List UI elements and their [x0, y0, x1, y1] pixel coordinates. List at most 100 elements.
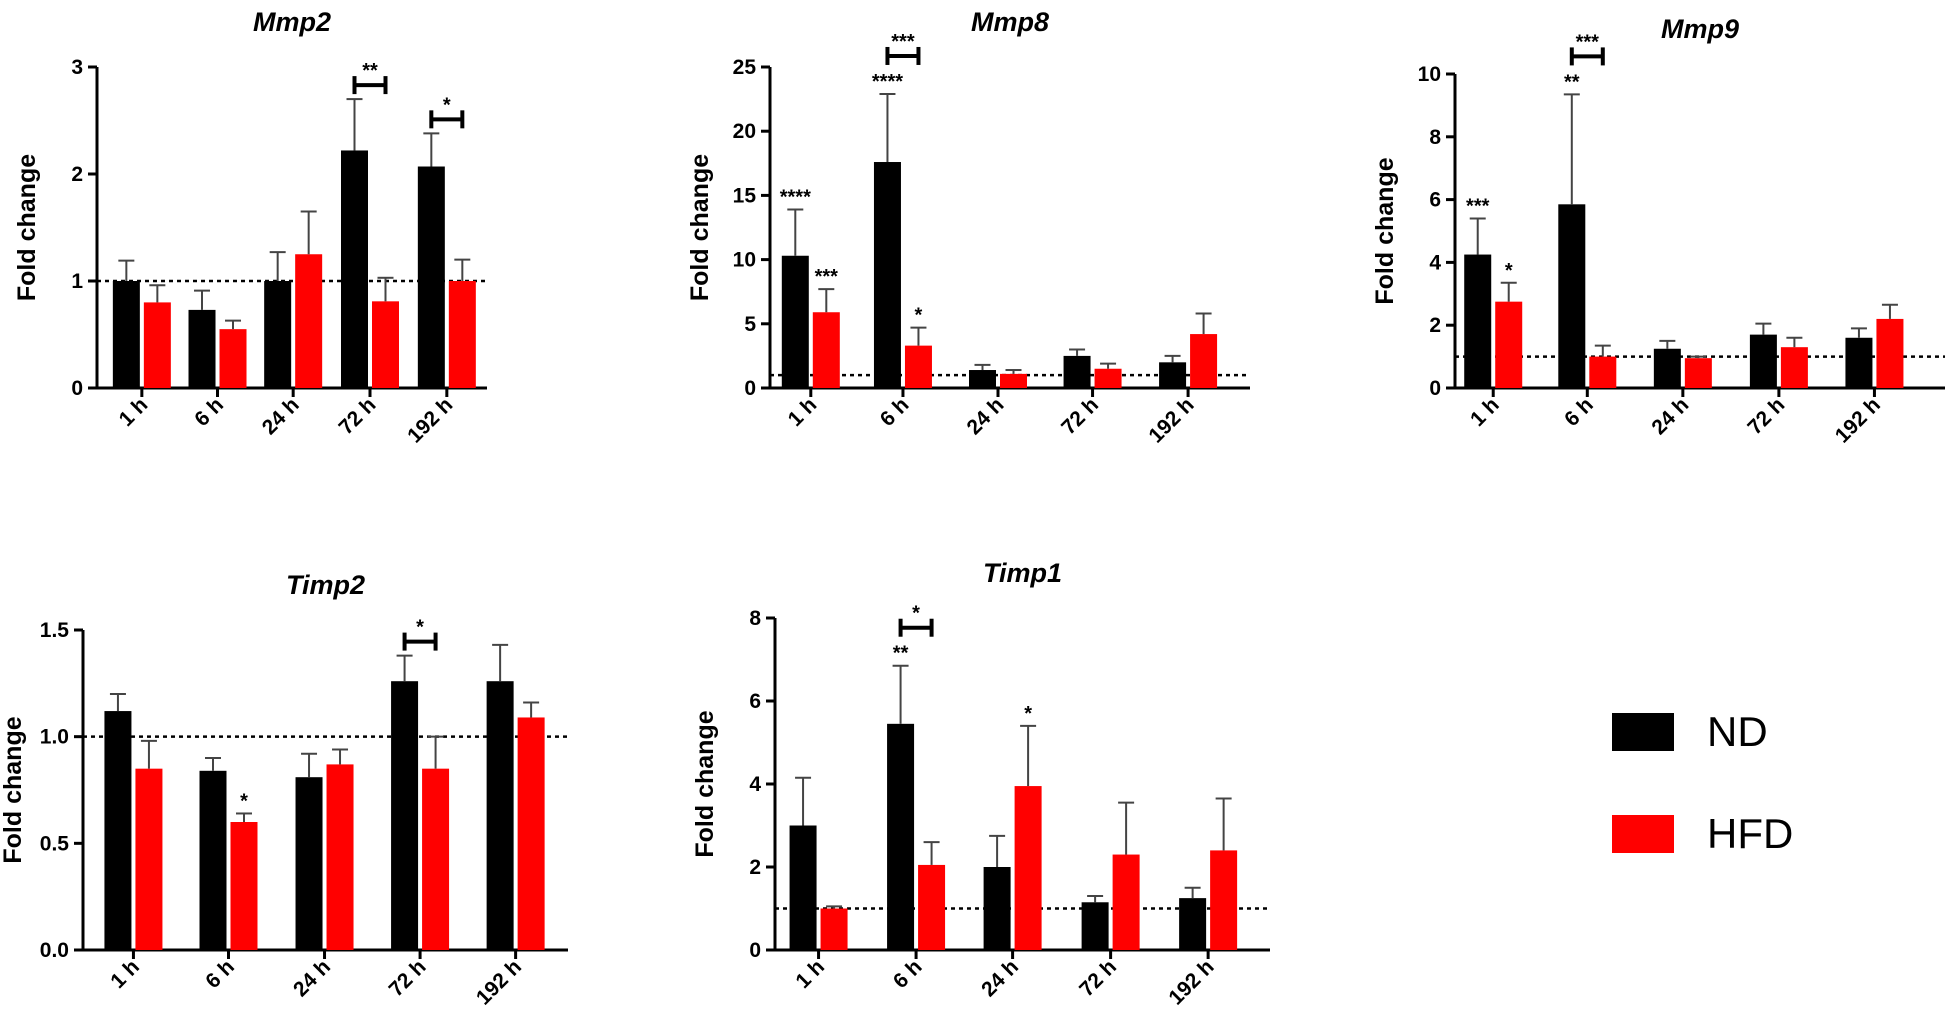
bar-hfd-1h [1495, 301, 1523, 388]
chart-title: Timp2 [286, 570, 365, 600]
y-axis-label: Fold change [686, 154, 714, 301]
y-tick-label: 6 [1429, 189, 1441, 212]
bar-nd-24h [969, 370, 996, 388]
x-tick-label: 24 h [258, 393, 304, 439]
bar-hfd-24h [326, 764, 354, 950]
bracket-label: *** [891, 31, 915, 53]
y-tick-label: 2 [71, 163, 83, 186]
y-tick-label: 20 [733, 120, 756, 143]
bar-hfd-192h [1210, 850, 1238, 950]
x-tick-label: 72 h [1075, 955, 1121, 1001]
x-tick-label: 192 h [472, 955, 526, 1009]
significance-label: ** [1564, 71, 1580, 93]
x-tick-label: 72 h [385, 955, 431, 1001]
x-tick-label: 24 h [963, 393, 1009, 439]
x-tick-label: 24 h [1647, 393, 1693, 439]
chart-title: Mmp2 [253, 7, 331, 37]
y-tick-label: 4 [749, 773, 761, 796]
bar-hfd-24h [1684, 358, 1712, 388]
bar-hfd-72h [1094, 368, 1122, 388]
x-tick-label: 1 h [1466, 393, 1504, 431]
bar-nd-1h [789, 825, 817, 950]
bar-hfd-6h [219, 329, 247, 388]
y-tick-label: 0 [749, 939, 761, 962]
significance-label: *** [1466, 195, 1490, 217]
y-tick-label: 1.0 [40, 726, 69, 749]
y-tick-label: 1.5 [40, 619, 70, 642]
significance-label: ** [893, 643, 909, 665]
y-tick-label: 5 [744, 313, 756, 336]
bar-nd-192h [1845, 337, 1873, 388]
bar-nd-24h [1653, 348, 1681, 388]
y-tick-label: 0 [1429, 377, 1441, 400]
y-tick-label: 8 [1429, 126, 1441, 149]
y-tick-label: 3 [71, 56, 83, 79]
bar-nd-1h [1464, 254, 1492, 388]
significance-label: * [1024, 703, 1032, 725]
bar-nd-72h [391, 681, 419, 950]
bar-nd-72h [1749, 334, 1777, 388]
bar-nd-1h [104, 711, 132, 950]
bar-nd-24h [983, 867, 1011, 950]
legend-swatch-hfd [1612, 815, 1674, 853]
y-tick-label: 10 [1418, 63, 1441, 86]
bar-nd-192h [1159, 362, 1187, 388]
significance-label: **** [780, 187, 811, 209]
y-tick-label: 4 [1429, 251, 1441, 274]
significance-label: * [1505, 260, 1513, 282]
bracket-label: * [443, 94, 451, 116]
x-tick-label: 192 h [1831, 393, 1885, 447]
bracket-label: * [416, 617, 424, 639]
y-axis-label: Fold change [0, 716, 27, 863]
bar-nd-6h [199, 770, 227, 950]
x-tick-label: 24 h [977, 955, 1023, 1001]
y-tick-label: 6 [749, 690, 761, 713]
x-tick-label: 72 h [1743, 393, 1789, 439]
chart-title: Timp1 [983, 558, 1062, 588]
y-tick-label: 0 [71, 377, 83, 400]
bar-hfd-1h [143, 302, 171, 388]
legend-label-nd: ND [1707, 708, 1768, 755]
y-axis-label: Fold change [1371, 157, 1399, 304]
x-tick-label: 6 h [889, 955, 927, 993]
bar-hfd-1h [820, 908, 848, 950]
x-tick-label: 72 h [1057, 393, 1103, 439]
y-tick-label: 0.5 [40, 832, 70, 855]
bar-nd-72h [341, 150, 368, 388]
significance-label: * [240, 790, 248, 812]
bar-hfd-72h [372, 301, 399, 388]
bar-hfd-6h [918, 864, 946, 950]
y-tick-label: 15 [733, 184, 757, 207]
x-tick-label: 1 h [784, 393, 822, 431]
x-tick-label: 1 h [106, 955, 144, 993]
bar-nd-6h [887, 723, 915, 950]
x-tick-label: 6 h [876, 393, 914, 431]
bar-nd-6h [1558, 204, 1586, 388]
x-tick-label: 6 h [190, 393, 228, 431]
bar-hfd-6h [230, 822, 258, 950]
bar-hfd-192h [1876, 318, 1904, 388]
bar-nd-72h [1081, 902, 1109, 950]
bar-hfd-1h [812, 312, 840, 388]
x-tick-label: 192 h [403, 393, 457, 447]
x-tick-label: 24 h [289, 955, 335, 1001]
legend-label-hfd: HFD [1707, 810, 1793, 857]
bar-nd-6h [873, 162, 901, 388]
x-tick-label: 1 h [115, 393, 153, 431]
bar-hfd-24h [1014, 786, 1042, 950]
y-tick-label: 25 [733, 56, 757, 79]
significance-label: *** [815, 266, 839, 288]
legend-swatch-nd [1612, 713, 1674, 751]
x-tick-label: 72 h [335, 393, 381, 439]
chart-title: Mmp8 [971, 7, 1049, 37]
bar-hfd-72h [1112, 854, 1140, 950]
bar-hfd-72h [1780, 347, 1808, 388]
significance-label: * [915, 305, 923, 327]
y-tick-label: 2 [1429, 314, 1441, 337]
bar-hfd-24h [295, 254, 323, 388]
x-tick-label: 6 h [201, 955, 239, 993]
y-tick-label: 2 [749, 856, 761, 879]
